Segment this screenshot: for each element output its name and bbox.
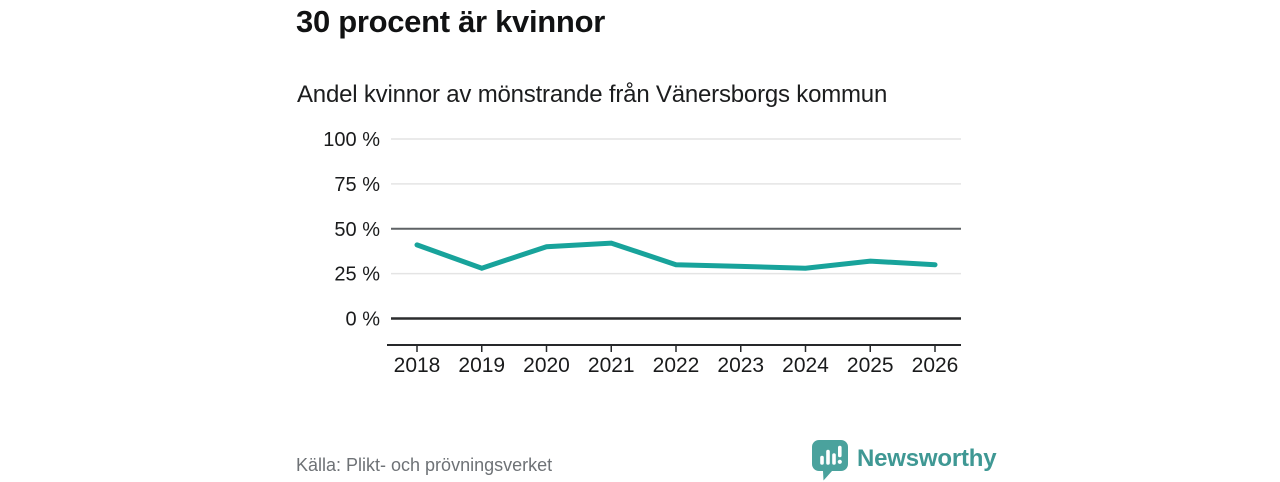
x-axis-tick-label: 2024 xyxy=(782,354,829,377)
x-axis-tick-label: 2019 xyxy=(458,354,505,377)
x-axis-tick-label: 2020 xyxy=(523,354,570,377)
y-axis-tick-label: 25 % xyxy=(334,264,380,286)
brand-name: Newsworthy xyxy=(857,445,997,472)
y-axis-tick-label: 0 % xyxy=(346,309,381,331)
x-axis-tick-label: 2021 xyxy=(588,354,635,377)
data-series-line xyxy=(414,240,938,271)
newsworthy-brand: Newsworthy xyxy=(811,440,997,482)
newsworthy-logo-icon xyxy=(812,440,848,481)
exclamation-dot xyxy=(837,459,842,464)
y-axis-tick-label: 100 % xyxy=(323,129,380,151)
speech-bubble-shape xyxy=(812,440,848,481)
x-axis-tick-label: 2022 xyxy=(653,354,700,377)
chart-headline: 30 procent är kvinnor xyxy=(296,4,605,39)
mini-bar-chart-glyph xyxy=(820,445,842,465)
x-axis-tick-label: 2018 xyxy=(394,354,441,377)
line-chart: 100 % 75 % 50 % 25 % 0 % 2018 2019 2020 2021 2022… xyxy=(323,129,961,377)
chart-subtitle: Andel kvinnor av mönstrande från Vänersb… xyxy=(297,81,888,108)
y-axis-tick-label: 50 % xyxy=(334,219,380,241)
source-attribution: Källa: Plikt- och prövningsverket xyxy=(296,455,553,475)
x-axis-tick-label: 2026 xyxy=(912,354,959,377)
x-axis-tick-label: 2023 xyxy=(717,354,764,377)
y-axis-tick-label: 75 % xyxy=(334,174,380,196)
x-axis-tick-label: 2025 xyxy=(847,354,894,377)
